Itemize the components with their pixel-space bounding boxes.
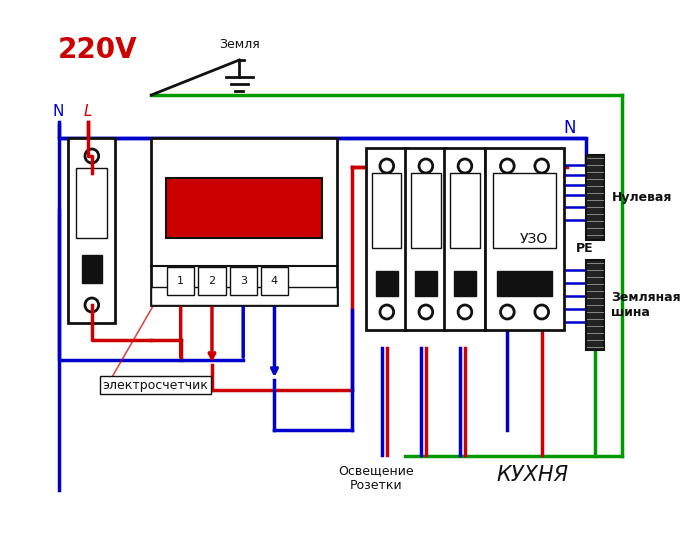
Bar	[366, 148, 407, 330]
Circle shape	[380, 305, 393, 319]
Text: 4: 4	[271, 276, 278, 286]
Text: Нулевая: Нулевая	[612, 190, 672, 203]
Bar	[586, 155, 604, 240]
Bar	[455, 271, 475, 296]
Circle shape	[535, 159, 548, 173]
Circle shape	[419, 305, 433, 319]
Text: N: N	[563, 119, 575, 137]
Text: 2: 2	[208, 276, 215, 286]
Circle shape	[458, 305, 472, 319]
Bar	[261, 267, 288, 295]
Text: УЗО: УЗО	[520, 232, 548, 246]
Circle shape	[535, 305, 548, 319]
Bar	[152, 287, 337, 305]
Text: L: L	[83, 104, 92, 119]
Text: 220V: 220V	[58, 36, 138, 64]
Text: Земляная
шина: Земляная шина	[612, 291, 681, 319]
Circle shape	[85, 149, 99, 163]
Bar	[586, 260, 604, 350]
Text: PE: PE	[576, 242, 594, 254]
Bar	[68, 138, 115, 323]
Bar	[152, 138, 337, 305]
Circle shape	[500, 159, 514, 173]
Bar	[444, 148, 485, 330]
Bar	[198, 267, 226, 295]
Text: электросчетчик: электросчетчик	[103, 379, 208, 392]
Bar	[376, 271, 398, 296]
Circle shape	[500, 305, 514, 319]
Circle shape	[85, 298, 99, 312]
Text: Освещение
Розетки: Освещение Розетки	[338, 464, 414, 492]
Bar	[450, 173, 480, 248]
Bar	[411, 173, 441, 248]
Text: Земля: Земля	[219, 39, 260, 52]
Bar	[405, 148, 446, 330]
Bar	[485, 148, 564, 330]
Bar	[372, 173, 402, 248]
Bar	[229, 267, 257, 295]
Bar	[493, 173, 556, 248]
Text: 3: 3	[240, 276, 247, 286]
Text: КУХНЯ: КУХНЯ	[496, 465, 569, 485]
Bar	[82, 255, 101, 283]
Circle shape	[380, 159, 393, 173]
Circle shape	[458, 159, 472, 173]
Bar	[166, 178, 322, 238]
Bar	[76, 168, 108, 238]
Text: N: N	[53, 104, 65, 119]
Bar	[167, 267, 195, 295]
Text: 1: 1	[177, 276, 184, 286]
Bar	[415, 271, 436, 296]
Bar	[497, 271, 552, 296]
Circle shape	[419, 159, 433, 173]
